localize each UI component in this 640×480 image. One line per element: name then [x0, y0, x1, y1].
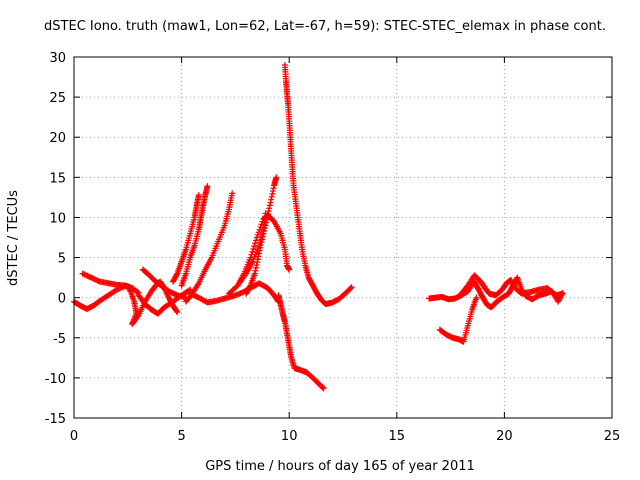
data-point: [252, 264, 259, 271]
data-point: [286, 266, 293, 273]
data-point: [266, 205, 273, 212]
data-point: [268, 193, 275, 200]
data-point: [256, 226, 263, 233]
y-tick-label: 5: [58, 252, 66, 267]
data-point: [269, 190, 276, 197]
data-point: [249, 248, 256, 255]
data-point: [266, 202, 273, 209]
y-tick-label: 30: [49, 51, 66, 66]
data-point: [255, 229, 262, 236]
data-point: [256, 250, 263, 257]
x-tick-label: 20: [496, 429, 513, 444]
data-points: [71, 62, 566, 392]
data-point: [250, 245, 257, 252]
data-point: [257, 244, 264, 251]
data-point: [320, 385, 327, 392]
data-point: [256, 247, 263, 254]
data-point: [247, 254, 254, 261]
x-tick-label: 15: [389, 429, 406, 444]
data-point: [134, 313, 141, 320]
data-point: [134, 289, 141, 296]
x-tick-label: 0: [70, 429, 78, 444]
data-point: [262, 210, 269, 217]
data-point: [254, 231, 261, 238]
data-point: [259, 236, 266, 243]
data-point: [268, 196, 275, 203]
data-point: [252, 237, 259, 244]
data-point: [253, 262, 260, 269]
data-point: [174, 309, 181, 316]
data-point: [252, 240, 259, 247]
chart-title: dSTEC Iono. truth (maw1, Lon=62, Lat=-67…: [44, 19, 606, 34]
data-point: [252, 267, 259, 274]
y-tick-label: 25: [49, 91, 66, 106]
y-axis-label: dSTEC / TECUs: [6, 190, 21, 286]
y-tick-label: -5: [53, 332, 66, 347]
x-tick-label: 10: [281, 429, 298, 444]
data-point: [251, 243, 258, 250]
y-tick-label: -10: [45, 372, 66, 387]
y-tick-label: 10: [49, 211, 66, 226]
data-point: [173, 308, 180, 315]
y-tick-label: 0: [58, 292, 66, 307]
data-point: [269, 188, 276, 195]
data-point: [185, 287, 192, 294]
x-tick-label: 25: [604, 429, 621, 444]
data-point: [173, 271, 180, 278]
x-tick-label: 5: [177, 429, 185, 444]
plot-frame: [73, 56, 613, 419]
x-axis-label: GPS time / hours of day 165 of year 2011: [205, 459, 475, 474]
data-point: [253, 234, 260, 241]
data-point: [258, 239, 265, 246]
data-point: [559, 290, 566, 297]
grid: [74, 57, 612, 418]
data-point: [246, 283, 253, 290]
y-tick-label: 15: [49, 171, 66, 186]
data-point: [255, 253, 262, 260]
y-tick-label: -15: [45, 412, 66, 427]
data-point: [229, 190, 236, 197]
axis-ticks: 0 5 10 15 20 25 -15 -10 -5 0 5 10 15 20 25 30: [45, 51, 621, 444]
data-point: [248, 251, 255, 258]
data-point: [257, 241, 264, 248]
data-point: [473, 294, 480, 301]
data-point: [273, 174, 280, 181]
data-point: [204, 183, 211, 190]
data-point: [347, 285, 354, 292]
data-point: [267, 199, 274, 206]
y-tick-label: 20: [49, 131, 66, 146]
data-point: [259, 233, 266, 240]
data-point: [257, 223, 264, 230]
data-point: [195, 191, 202, 198]
data-point: [254, 259, 261, 266]
data-point: [270, 185, 277, 192]
data-point: [251, 270, 258, 277]
data-point: [348, 284, 355, 291]
data-point: [254, 256, 261, 263]
